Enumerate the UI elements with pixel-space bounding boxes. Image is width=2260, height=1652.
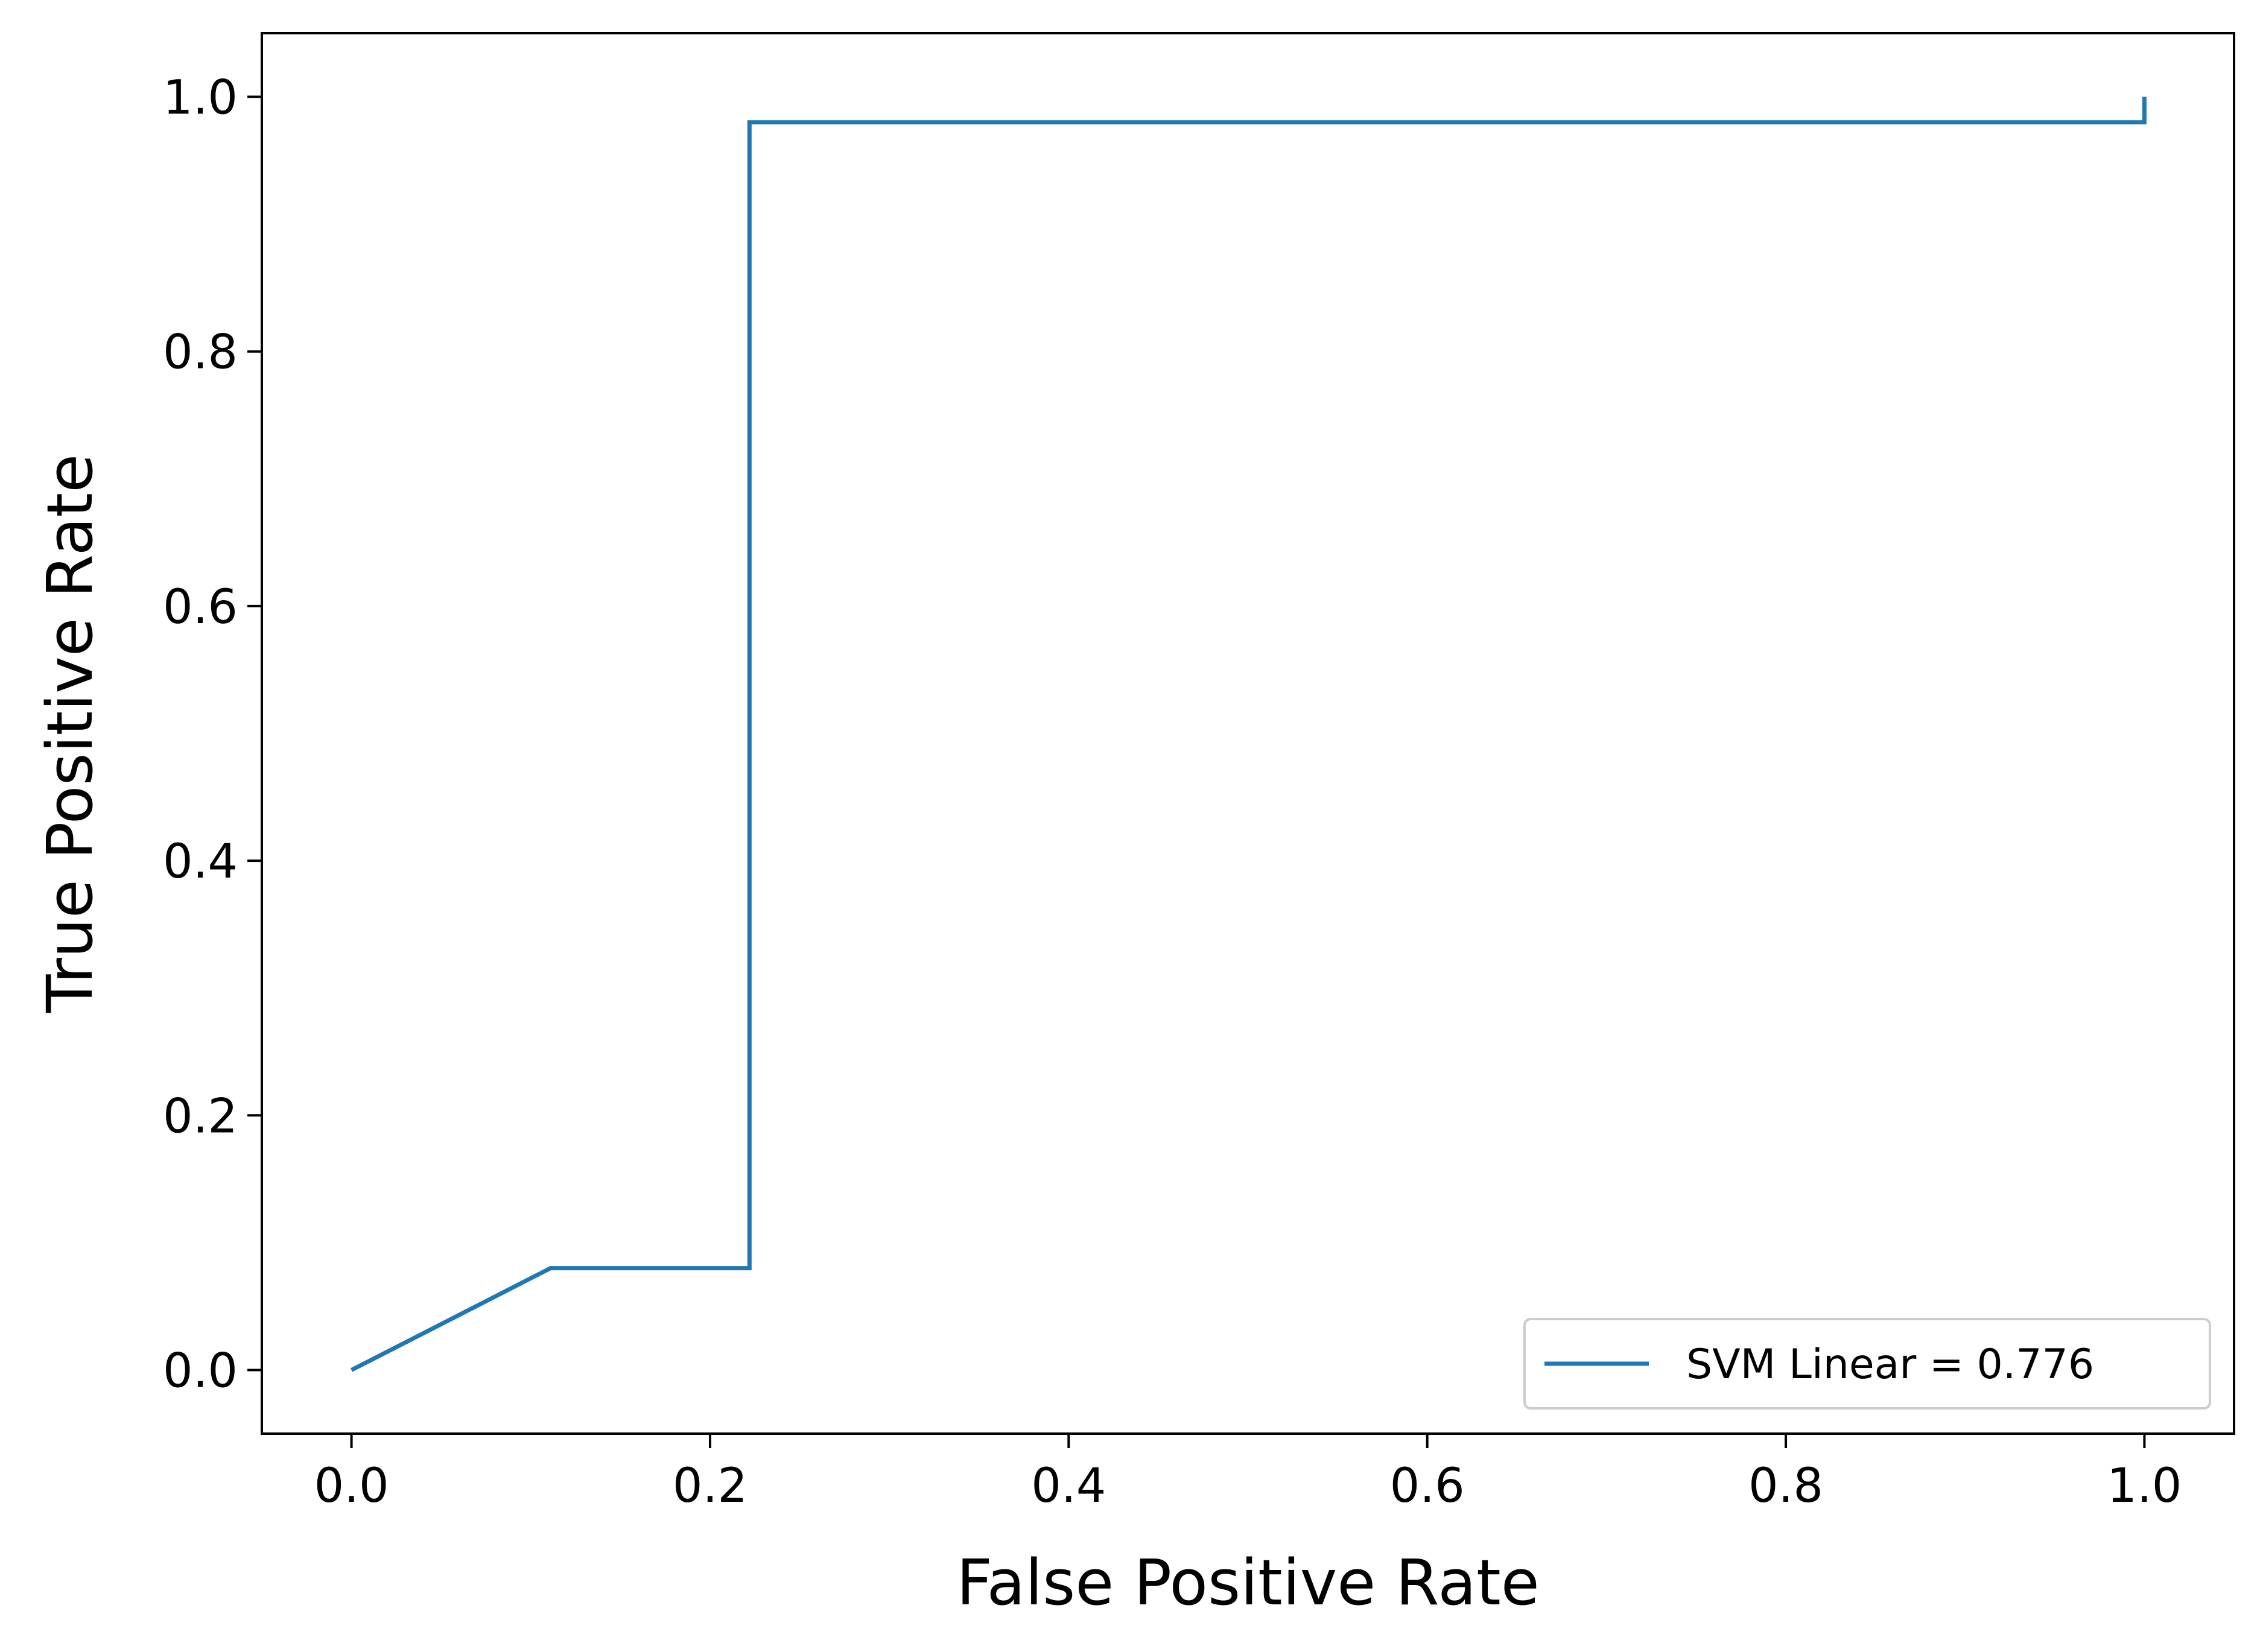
x-axis-ticks: 0.0 0.2 0.4 0.6 0.8 1.0 [314,1434,2182,1513]
legend: SVM Linear = 0.776 [1523,1318,2211,1410]
y-tick-label: 0.2 [163,1089,238,1144]
x-tick-label: 0.0 [314,1459,389,1513]
y-tick-label: 1.0 [163,71,238,125]
legend-label: SVM Linear = 0.776 [1686,1341,2094,1388]
y-tick-label: 0.8 [163,326,238,380]
x-axis-title: False Positive Rate [956,1546,1540,1619]
x-tick-label: 0.2 [673,1459,748,1513]
x-tick-label: 0.6 [1390,1459,1465,1513]
y-tick-label: 0.6 [163,580,238,635]
y-axis-ticks: 0.0 0.2 0.4 0.6 0.8 1.0 [163,71,262,1398]
series-layer [351,97,2147,1372]
y-axis-title: True Positive Rate [33,454,107,1013]
y-tick-label: 0.4 [163,835,238,889]
x-tick-label: 0.8 [1748,1459,1823,1513]
x-tick-label: 1.0 [2107,1459,2182,1513]
legend-box [1523,1318,2211,1410]
series-line [351,97,2147,1372]
plot-frame [261,32,2235,1435]
x-tick-label: 0.4 [1031,1459,1106,1513]
y-tick-label: 0.0 [163,1344,238,1398]
